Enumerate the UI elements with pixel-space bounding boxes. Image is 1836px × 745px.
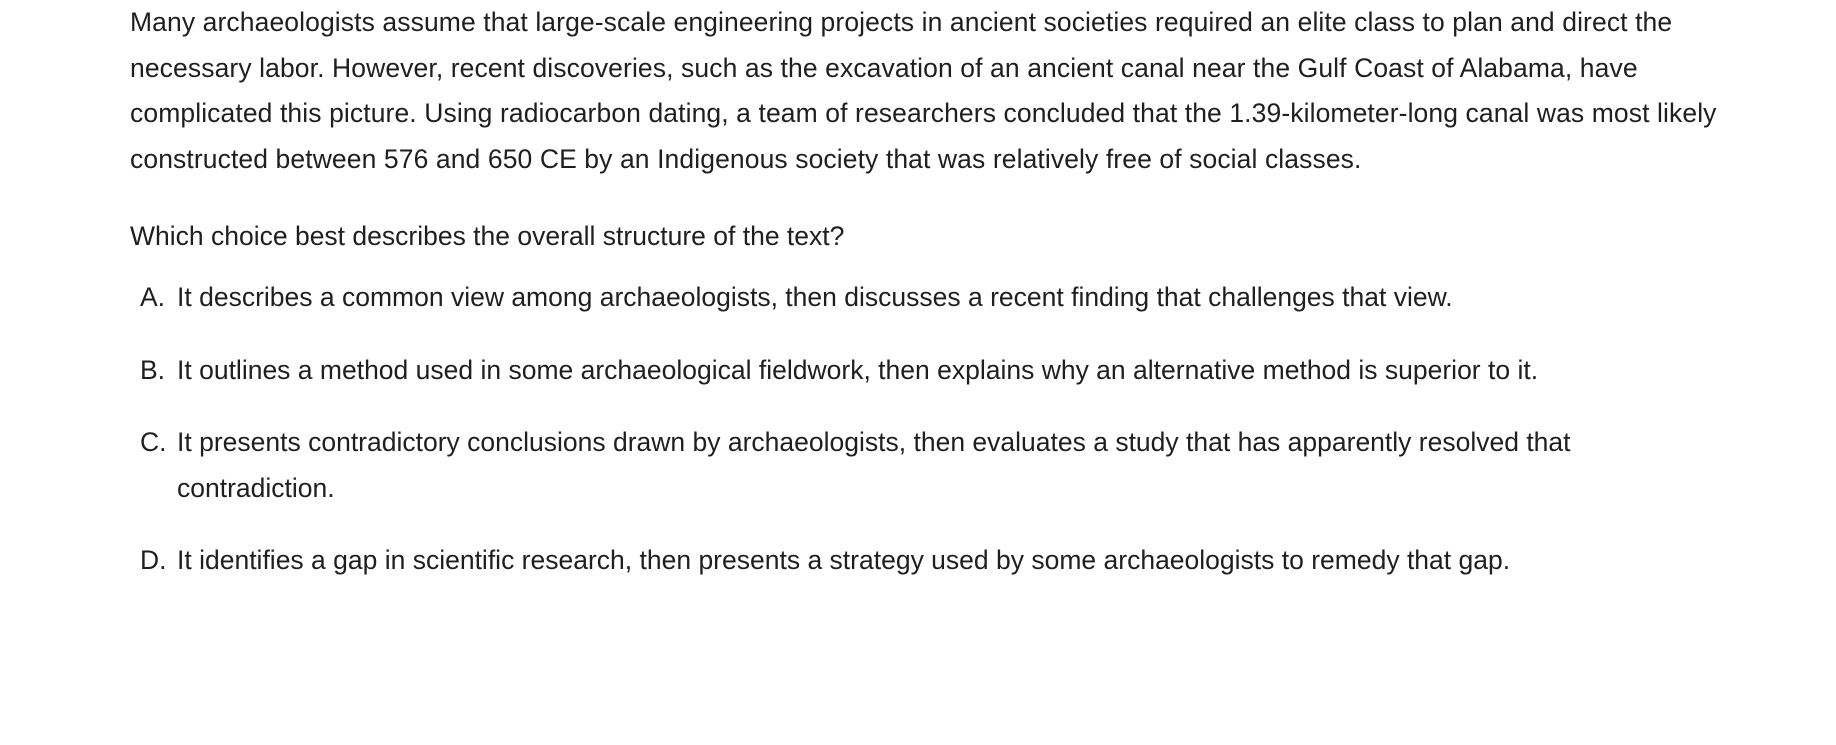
question-content: Many archaeologists assume that large-sc… — [130, 0, 1730, 611]
choice-letter: A. — [140, 282, 166, 312]
choice-text: It identifies a gap in scientific resear… — [177, 545, 1511, 575]
passage-text: Many archaeologists assume that large-sc… — [130, 7, 1717, 174]
choice-a[interactable]: A. It describes a common view among arch… — [130, 275, 1730, 321]
choice-c[interactable]: C. It presents contradictory conclusions… — [130, 420, 1730, 511]
choice-text: It presents contradictory conclusions dr… — [177, 427, 1571, 503]
question-prompt: Which choice best describes the overall … — [130, 221, 845, 251]
choice-d[interactable]: D. It identifies a gap in scientific res… — [130, 538, 1730, 584]
choice-letter: B. — [140, 354, 166, 385]
choice-text: It outlines a method used in some archae… — [177, 354, 1539, 385]
answer-choices: A. It describes a common view among arch… — [130, 275, 1730, 584]
choice-letter: D. — [140, 545, 167, 575]
choice-letter: C. — [140, 427, 167, 457]
choice-text: It describes a common view among archaeo… — [177, 282, 1453, 312]
choice-b[interactable]: B. It outlines a method used in some arc… — [130, 348, 1730, 394]
